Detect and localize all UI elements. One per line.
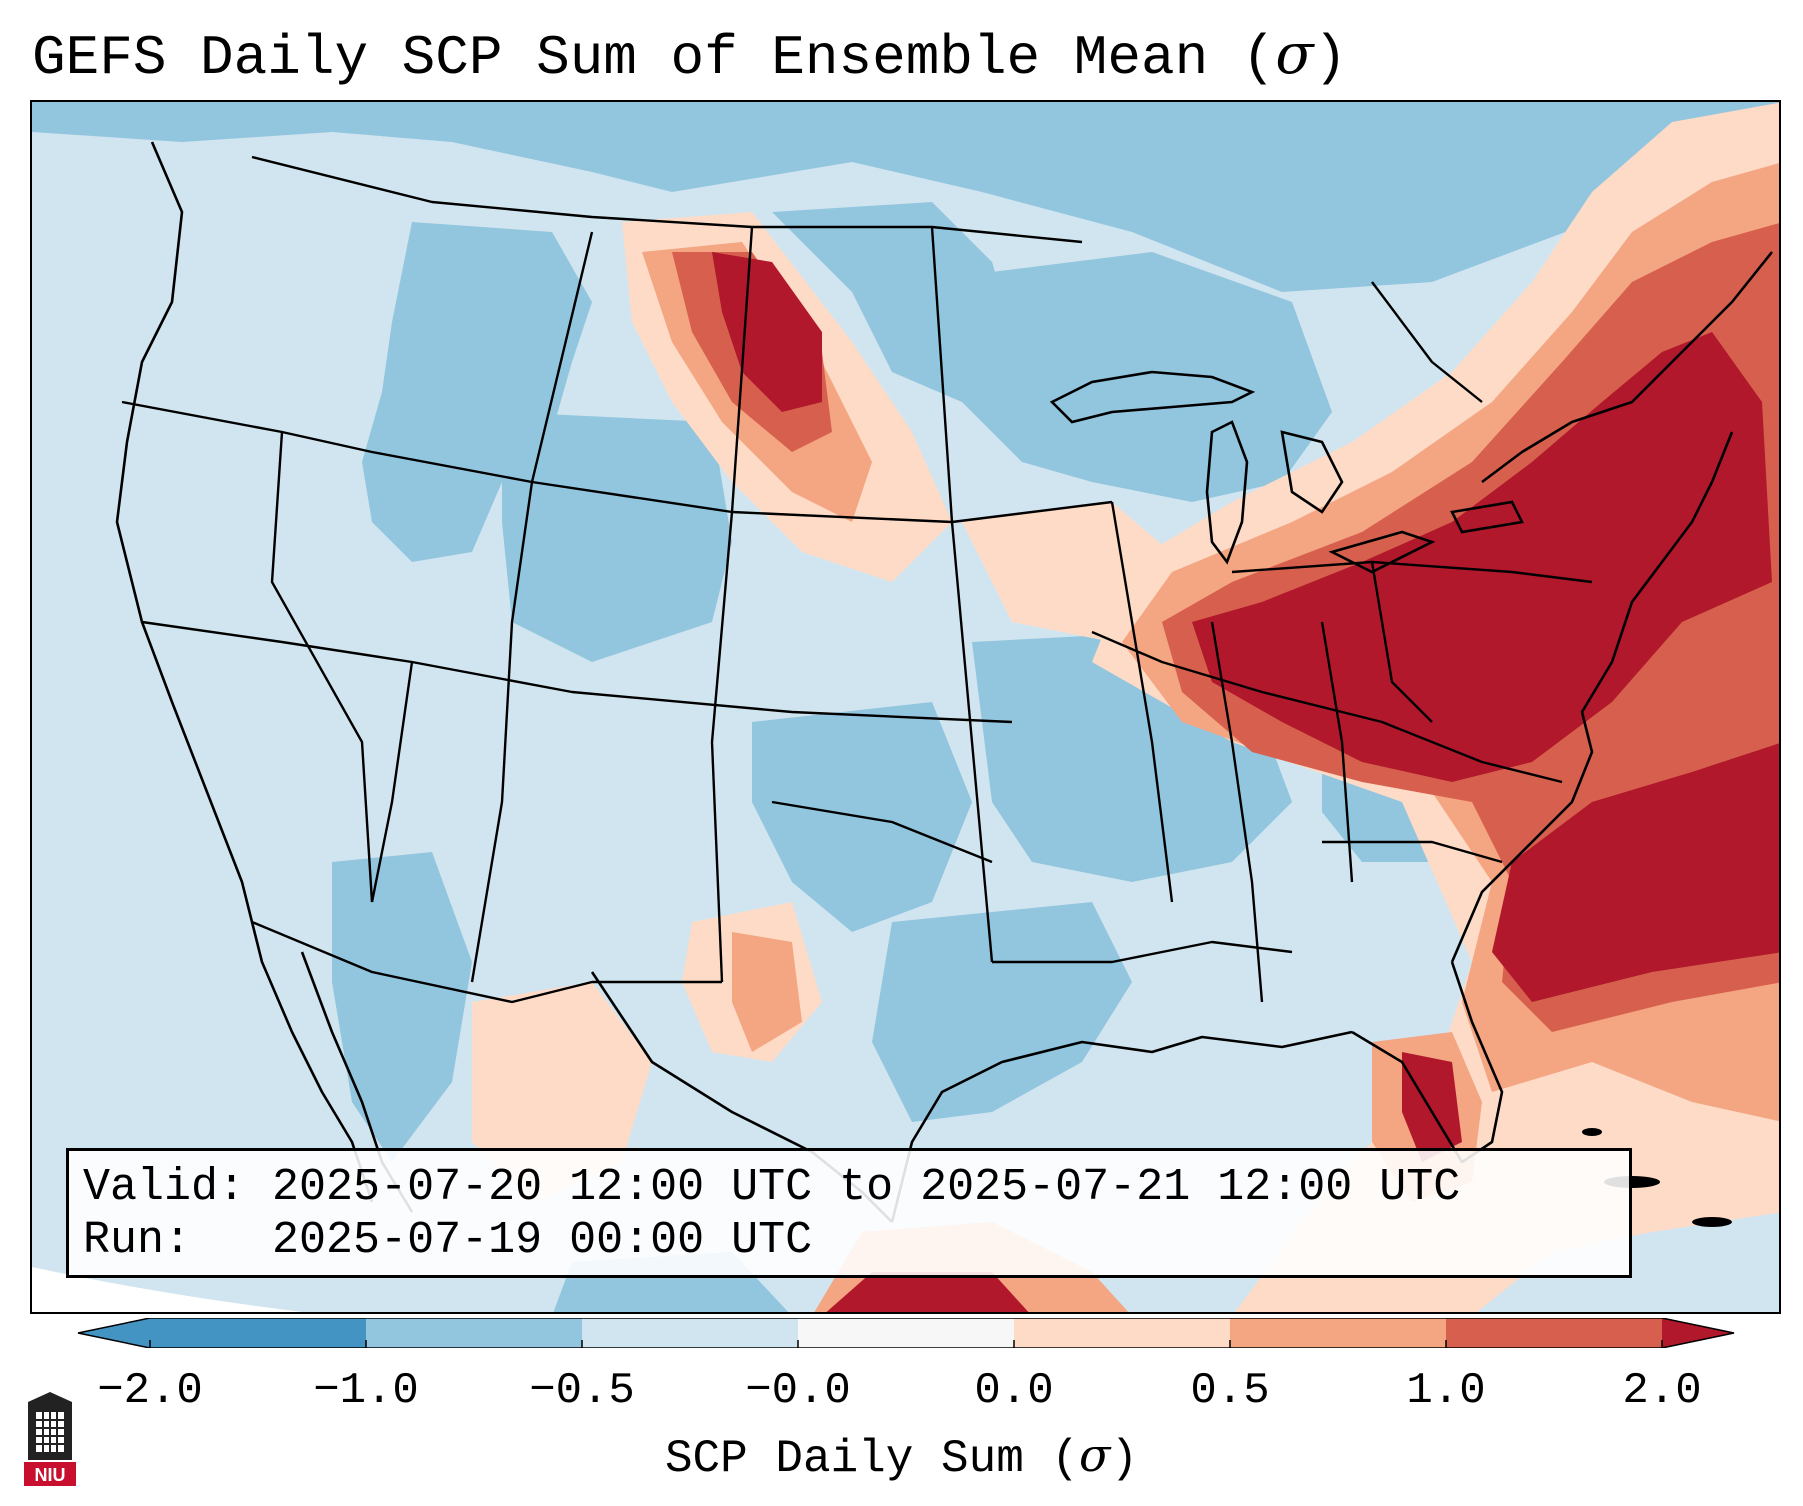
colorbar-tick-label: 1.0	[1406, 1366, 1486, 1416]
boundary-tennessee-kentucky	[1091, 630, 1563, 784]
globe-edge	[32, 1267, 303, 1312]
colorbar-outline	[77, 1318, 1735, 1348]
niu-logo: NIU	[24, 1392, 76, 1486]
colorbar-tick-label: 2.0	[1622, 1366, 1702, 1416]
political-boundaries	[121, 155, 1593, 1004]
region-ohio-valley-extreme	[1192, 332, 1772, 782]
valid-value: 2025-07-20 12:00 UTC to 2025-07-21 12:00…	[272, 1162, 1461, 1213]
map-panel	[30, 100, 1781, 1314]
colorbar-label: SCP Daily Sum (σ)	[664, 1428, 1139, 1485]
region-texas-gulf	[872, 902, 1132, 1122]
lake-michigan-outline	[1205, 420, 1249, 565]
negative-anomaly-regions	[32, 102, 1779, 1312]
boundary-oklahoma	[771, 800, 993, 864]
map-canvas	[32, 102, 1779, 1312]
pacific-coast-line	[115, 141, 374, 1203]
region-southern-mexico-extreme	[826, 1272, 1029, 1312]
lake-huron-outline	[1280, 430, 1344, 514]
region-north-band	[32, 102, 1779, 292]
lake-erie-outline	[1328, 530, 1436, 574]
colorbar-segment	[798, 1318, 1015, 1348]
boundary-row-2	[141, 620, 1013, 724]
colorbar	[77, 1318, 1735, 1348]
lake-ontario-outline	[1450, 500, 1524, 534]
valid-time-row: Valid: 2025-07-20 12:00 UTC to 2025-07-2…	[83, 1161, 1615, 1214]
coastlines	[115, 141, 1774, 1223]
region-idaho-montana	[362, 222, 592, 562]
colorbar-segments	[77, 1318, 1735, 1348]
map-title: GEFS Daily SCP Sum of Ensemble Mean (σ)	[32, 22, 1348, 90]
colorbar-tick-label: −0.0	[745, 1366, 851, 1416]
island-bahamas	[1582, 1128, 1602, 1136]
region-west-texas-moderate	[732, 932, 802, 1052]
boundary-nevada	[270, 431, 374, 903]
colorbar-segment	[1014, 1318, 1231, 1348]
colorbar-segment	[582, 1318, 799, 1348]
lake-superior-outline	[1049, 370, 1256, 424]
colorbar-tick-label: 0.5	[1190, 1366, 1270, 1416]
atlantic-coast-line	[1450, 431, 1734, 963]
colorbar-extend-low	[78, 1318, 150, 1348]
positive-anomaly-regions	[472, 102, 1779, 1312]
run-value: 2025-07-19 00:00 UTC	[272, 1215, 813, 1266]
region-wyoming-colorado	[502, 412, 732, 662]
colorbar-segment	[150, 1318, 367, 1348]
logo-banner	[24, 1462, 76, 1486]
great-lakes	[1049, 370, 1524, 574]
boundary-gulf-states	[992, 940, 1293, 964]
region-atlantic-extreme	[1492, 743, 1779, 1002]
boundary-pennsylvania	[1231, 560, 1593, 584]
colorbar-segment	[1446, 1318, 1663, 1348]
logo-grid	[36, 1412, 64, 1452]
canada-border-west	[251, 155, 1083, 244]
region-sierra-madre-weak	[472, 982, 652, 1202]
run-time-row: Run: 2025-07-19 00:00 UTC	[83, 1214, 1615, 1267]
boundary-kansas-east	[930, 226, 994, 963]
colorbar-tick-label: −0.5	[529, 1366, 635, 1416]
boundary-nevada-arizona	[370, 661, 414, 903]
colorbar-segment	[1230, 1318, 1447, 1348]
logo-text: NIU	[35, 1465, 66, 1485]
boundary-wyoming-colorado-east	[710, 226, 754, 983]
boundary-west-virginia	[1370, 561, 1433, 723]
canada-border-east	[1371, 281, 1483, 403]
colorbar-tick-label: −1.0	[313, 1366, 419, 1416]
us-mexico-border	[251, 920, 722, 1004]
region-northern-plains-extreme	[712, 252, 822, 412]
boundary-alabama	[1210, 621, 1264, 1003]
valid-label: Valid:	[83, 1162, 246, 1213]
colorbar-segment	[366, 1318, 583, 1348]
gulf-coast-line	[890, 1030, 1353, 1223]
colorbar-extend-high	[1662, 1318, 1734, 1348]
island-hispaniola	[1692, 1217, 1732, 1227]
boundary-georgia	[1320, 621, 1354, 883]
boundary-mississippi-river	[1110, 501, 1174, 903]
region-baja	[332, 852, 472, 1162]
new-england-coast-line	[1481, 251, 1774, 484]
validity-info-box: Valid: 2025-07-20 12:00 UTC to 2025-07-2…	[66, 1148, 1632, 1278]
run-label: Run:	[83, 1215, 192, 1266]
colorbar-tick-label: −2.0	[97, 1366, 203, 1416]
boundary-utah-west	[470, 231, 594, 983]
colorbar-tick-label: 0.0	[974, 1366, 1054, 1416]
boundary-south-carolina	[1322, 840, 1503, 864]
